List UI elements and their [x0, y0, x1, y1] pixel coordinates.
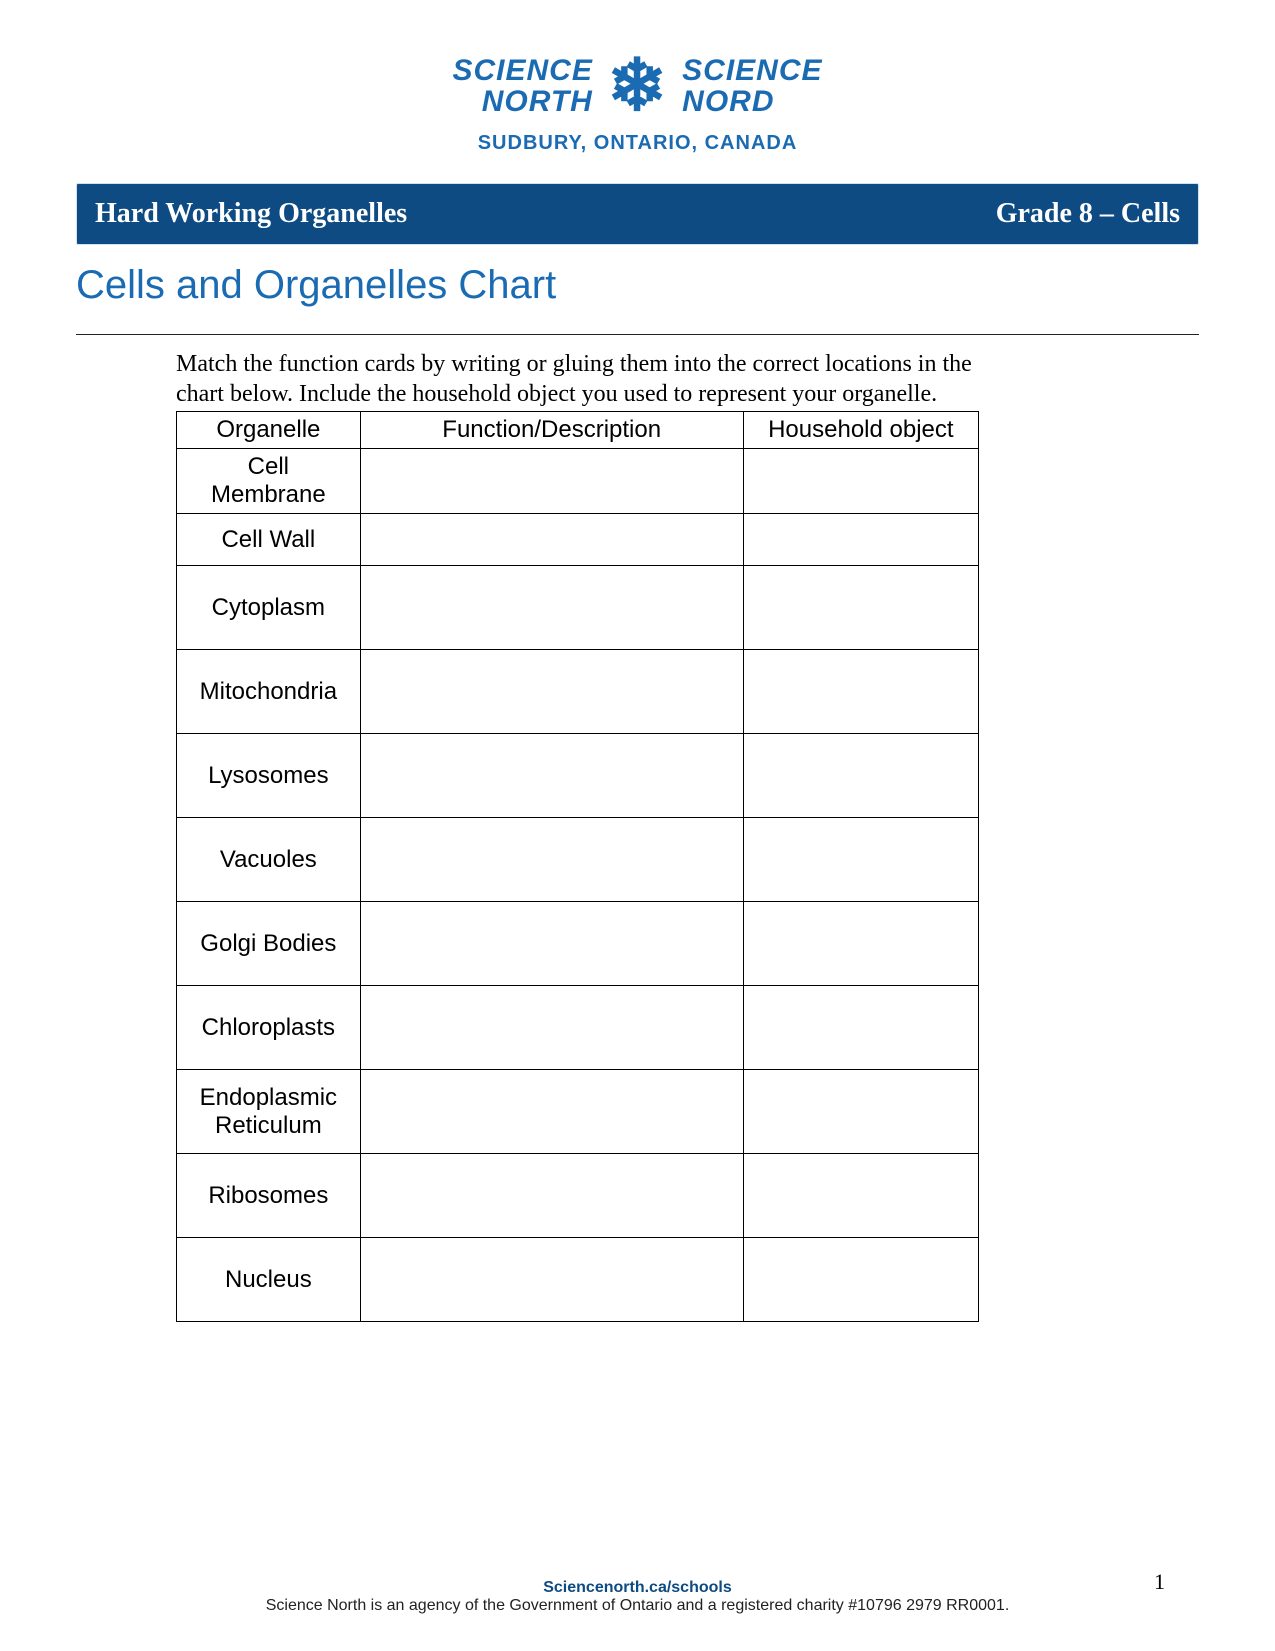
organelles-table: Organelle Function/Description Household…	[176, 411, 979, 1322]
col-header-function: Function/Description	[360, 412, 743, 449]
function-cell[interactable]	[360, 566, 743, 650]
function-cell[interactable]	[360, 1070, 743, 1154]
function-cell[interactable]	[360, 986, 743, 1070]
table-row: Lysosomes	[177, 734, 979, 818]
col-header-household: Household object	[743, 412, 978, 449]
organelle-cell: Endoplasmic Reticulum	[177, 1070, 361, 1154]
logo-left-line1: SCIENCE	[452, 55, 592, 87]
logo-block: SCIENCE NORTH ❄ SCIENCE NORD SUDBURY, ON…	[76, 50, 1199, 155]
logo-subtitle: SUDBURY, ONTARIO, CANADA	[76, 132, 1199, 155]
household-cell[interactable]	[743, 902, 978, 986]
footer-charity: Science North is an agency of the Govern…	[76, 1597, 1199, 1615]
household-cell[interactable]	[743, 650, 978, 734]
household-cell[interactable]	[743, 734, 978, 818]
function-cell[interactable]	[360, 514, 743, 566]
logo-left-line2: NORTH	[452, 86, 592, 118]
household-cell[interactable]	[743, 1154, 978, 1238]
organelle-cell: Lysosomes	[177, 734, 361, 818]
table-body: Cell MembraneCell WallCytoplasmMitochond…	[177, 449, 979, 1322]
table-row: Cell Membrane	[177, 449, 979, 514]
page: SCIENCE NORTH ❄ SCIENCE NORD SUDBURY, ON…	[0, 0, 1275, 1651]
table-row: Nucleus	[177, 1238, 979, 1322]
logo-right-line1: SCIENCE	[682, 55, 822, 87]
organelle-cell: Cell Membrane	[177, 449, 361, 514]
main-title: Cells and Organelles Chart	[76, 263, 1199, 308]
household-cell[interactable]	[743, 1070, 978, 1154]
logo-right-text: SCIENCE NORD	[682, 55, 822, 118]
household-cell[interactable]	[743, 1238, 978, 1322]
title-bar-right: Grade 8 – Cells	[996, 198, 1180, 230]
table-row: Cell Wall	[177, 514, 979, 566]
logo: SCIENCE NORTH ❄ SCIENCE NORD	[452, 50, 822, 122]
organelle-cell: Mitochondria	[177, 650, 361, 734]
function-cell[interactable]	[360, 734, 743, 818]
title-bar-left: Hard Working Organelles	[95, 198, 407, 230]
logo-right-line2: NORD	[682, 86, 822, 118]
content-area: Match the function cards by writing or g…	[76, 349, 1199, 1322]
snowflake-icon: ❄	[607, 50, 668, 122]
organelle-cell: Chloroplasts	[177, 986, 361, 1070]
logo-left-text: SCIENCE NORTH	[452, 55, 592, 118]
organelle-cell: Golgi Bodies	[177, 902, 361, 986]
table-row: Cytoplasm	[177, 566, 979, 650]
organelle-cell: Nucleus	[177, 1238, 361, 1322]
footer: Sciencenorth.ca/schools Science North is…	[76, 1579, 1199, 1615]
organelle-cell: Ribosomes	[177, 1154, 361, 1238]
function-cell[interactable]	[360, 650, 743, 734]
function-cell[interactable]	[360, 818, 743, 902]
table-row: Mitochondria	[177, 650, 979, 734]
household-cell[interactable]	[743, 818, 978, 902]
divider	[76, 334, 1199, 335]
organelle-cell: Cell Wall	[177, 514, 361, 566]
function-cell[interactable]	[360, 902, 743, 986]
household-cell[interactable]	[743, 449, 978, 514]
table-header-row: Organelle Function/Description Household…	[177, 412, 979, 449]
table-row: Vacuoles	[177, 818, 979, 902]
function-cell[interactable]	[360, 1154, 743, 1238]
table-row: Ribosomes	[177, 1154, 979, 1238]
title-bar: Hard Working Organelles Grade 8 – Cells	[76, 183, 1199, 245]
footer-url: Sciencenorth.ca/schools	[76, 1579, 1199, 1597]
instructions-text: Match the function cards by writing or g…	[176, 349, 979, 409]
household-cell[interactable]	[743, 514, 978, 566]
household-cell[interactable]	[743, 566, 978, 650]
household-cell[interactable]	[743, 986, 978, 1070]
col-header-organelle: Organelle	[177, 412, 361, 449]
function-cell[interactable]	[360, 449, 743, 514]
organelle-cell: Vacuoles	[177, 818, 361, 902]
table-row: Endoplasmic Reticulum	[177, 1070, 979, 1154]
table-row: Golgi Bodies	[177, 902, 979, 986]
table-row: Chloroplasts	[177, 986, 979, 1070]
function-cell[interactable]	[360, 1238, 743, 1322]
organelle-cell: Cytoplasm	[177, 566, 361, 650]
